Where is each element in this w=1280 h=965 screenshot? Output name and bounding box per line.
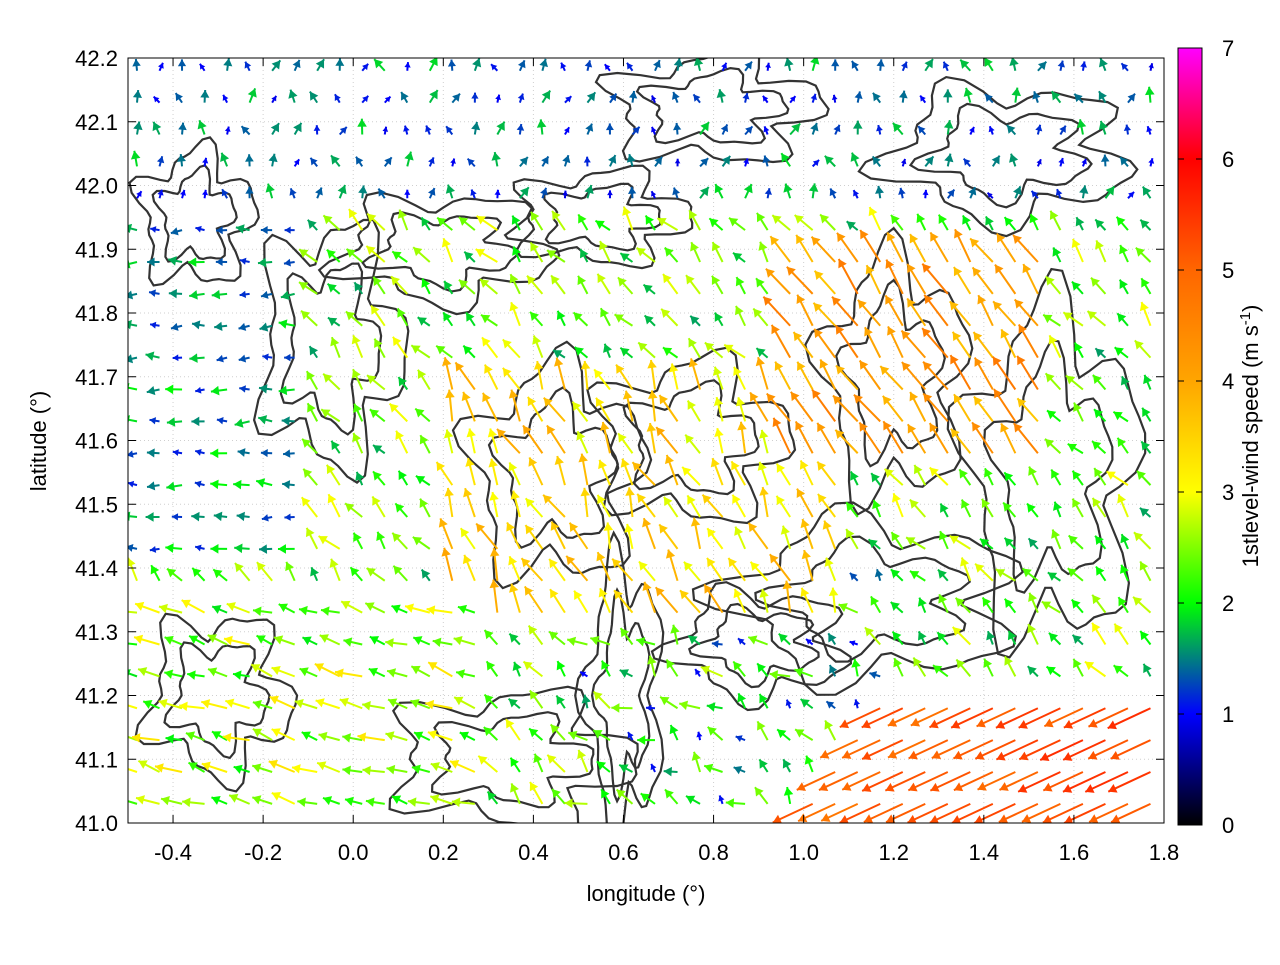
colorbar xyxy=(1178,48,1202,825)
colorbar-title-end: ) xyxy=(1238,305,1263,312)
x-tick-label: 0.2 xyxy=(428,840,459,865)
x-tick-label: -0.2 xyxy=(244,840,282,865)
colorbar-title: 1stlevel-wind speed (m s-1) xyxy=(1237,305,1263,568)
colorbar-title-sup: -1 xyxy=(1237,312,1254,325)
colorbar-tick-label: 2 xyxy=(1222,591,1234,616)
x-tick-label: 1.8 xyxy=(1149,840,1180,865)
y-tick-label: 42.0 xyxy=(75,174,118,199)
y-tick-label: 41.2 xyxy=(75,684,118,709)
y-tick-label: 41.3 xyxy=(75,620,118,645)
colorbar-tick-label: 7 xyxy=(1222,36,1234,61)
colorbar-tick-label: 5 xyxy=(1222,258,1234,283)
x-tick-label: 1.4 xyxy=(969,840,1000,865)
x-tick-label: 0.8 xyxy=(698,840,729,865)
colorbar-tick-label: 1 xyxy=(1222,702,1234,727)
x-axis-title: longitude (°) xyxy=(587,881,706,906)
x-tick-label: -0.4 xyxy=(154,840,192,865)
x-tick-label: 0.4 xyxy=(518,840,549,865)
y-tick-label: 41.5 xyxy=(75,492,118,517)
y-tick-label: 41.8 xyxy=(75,301,118,326)
y-tick-label: 41.0 xyxy=(75,811,118,836)
y-tick-label: 42.2 xyxy=(75,46,118,71)
y-tick-label: 41.1 xyxy=(75,747,118,772)
colorbar-tick-label: 0 xyxy=(1222,813,1234,838)
colorbar-tick-label: 4 xyxy=(1222,369,1234,394)
x-tick-label: 1.0 xyxy=(788,840,819,865)
y-tick-label: 41.4 xyxy=(75,556,118,581)
y-tick-label: 41.9 xyxy=(75,237,118,262)
y-axis-title: latitude (°) xyxy=(26,391,51,492)
x-tick-label: 0.6 xyxy=(608,840,639,865)
x-tick-label: 0.0 xyxy=(338,840,369,865)
colorbar-tick-label: 6 xyxy=(1222,147,1234,172)
y-tick-label: 41.7 xyxy=(75,365,118,390)
x-tick-label: 1.6 xyxy=(1059,840,1090,865)
y-tick-label: 41.6 xyxy=(75,429,118,454)
y-tick-label: 42.1 xyxy=(75,110,118,135)
colorbar-title-main: 1stlevel-wind speed (m s xyxy=(1238,325,1263,567)
colorbar-tick-label: 3 xyxy=(1222,480,1234,505)
x-tick-label: 1.2 xyxy=(878,840,909,865)
